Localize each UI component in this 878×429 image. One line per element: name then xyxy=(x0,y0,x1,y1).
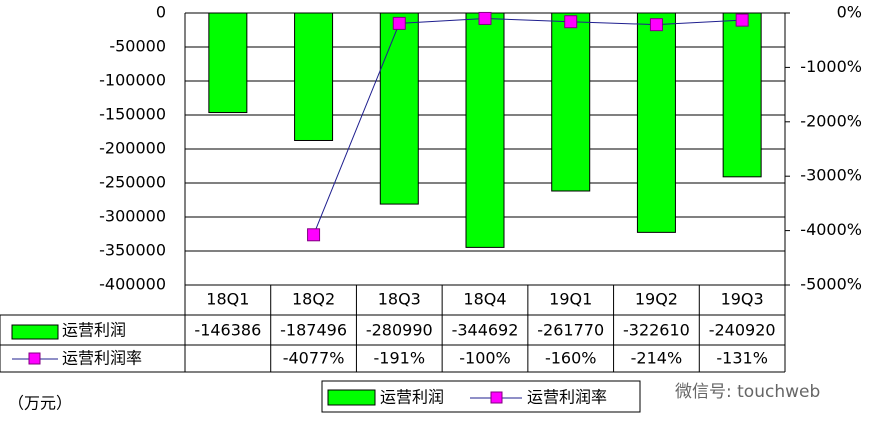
y-tick-label: -50000 xyxy=(109,37,166,56)
marker xyxy=(735,13,749,27)
table-value: -4077% xyxy=(283,349,345,368)
table-value: -280990 xyxy=(366,321,433,340)
y-tick-label: -300000 xyxy=(99,207,166,226)
y2-tick-label: -5000% xyxy=(800,275,862,294)
legend-swatch xyxy=(11,324,59,340)
table-value: -146386 xyxy=(194,321,261,340)
x-tick-label: 18Q4 xyxy=(463,290,506,309)
bar xyxy=(294,12,334,141)
table-value: -160% xyxy=(545,349,597,368)
y2-tick-label: -3000% xyxy=(800,166,862,185)
y-tick-label: -200000 xyxy=(99,139,166,158)
legend-marker xyxy=(28,352,41,365)
y-tick-label: -250000 xyxy=(99,173,166,192)
bar xyxy=(551,12,591,192)
table-value: -131% xyxy=(716,349,768,368)
y-tick-label: 0 xyxy=(156,3,166,22)
table-value: -240920 xyxy=(709,321,776,340)
x-tick-label: 19Q2 xyxy=(635,290,678,309)
legend-swatch xyxy=(327,389,376,406)
y-tick-label: -150000 xyxy=(99,105,166,124)
table-value: -344692 xyxy=(452,321,519,340)
table-value: -261770 xyxy=(537,321,604,340)
x-tick-label: 18Q2 xyxy=(292,290,335,309)
bar xyxy=(208,12,248,114)
line xyxy=(313,17,743,235)
marker xyxy=(307,228,321,242)
bar xyxy=(636,12,676,233)
marker xyxy=(564,15,578,29)
legend-label: 运营利润 xyxy=(380,388,444,407)
x-tick-label: 19Q1 xyxy=(549,290,592,309)
x-tick-label: 18Q1 xyxy=(206,290,249,309)
bar xyxy=(722,12,762,178)
legend-label: 运营利润 xyxy=(62,321,126,340)
watermark: 微信号: touchweb xyxy=(675,382,820,402)
y2-tick-label: -2000% xyxy=(800,111,862,130)
x-tick-label: 19Q3 xyxy=(721,290,764,309)
bar xyxy=(465,12,505,248)
y2-tick-label: -1000% xyxy=(800,57,862,76)
y-tick-label: -350000 xyxy=(99,241,166,260)
table-value: -214% xyxy=(631,349,683,368)
y2-tick-label: -4000% xyxy=(800,220,862,239)
table-value: -100% xyxy=(459,349,511,368)
x-tick-label: 18Q3 xyxy=(378,290,421,309)
unit-label: （万元） xyxy=(8,394,72,413)
marker xyxy=(649,18,663,32)
y-tick-label: -100000 xyxy=(99,71,166,90)
legend-marker xyxy=(490,391,503,404)
legend-label: 运营利润率 xyxy=(527,388,607,407)
y-tick-label: -400000 xyxy=(99,275,166,294)
table-value: -187496 xyxy=(280,321,347,340)
y2-tick-label: 0% xyxy=(837,3,862,22)
table-value: -191% xyxy=(374,349,426,368)
table-value: -322610 xyxy=(623,321,690,340)
marker xyxy=(478,11,492,25)
marker xyxy=(392,16,406,30)
bar xyxy=(379,12,419,205)
legend-label: 运营利润率 xyxy=(62,349,142,368)
